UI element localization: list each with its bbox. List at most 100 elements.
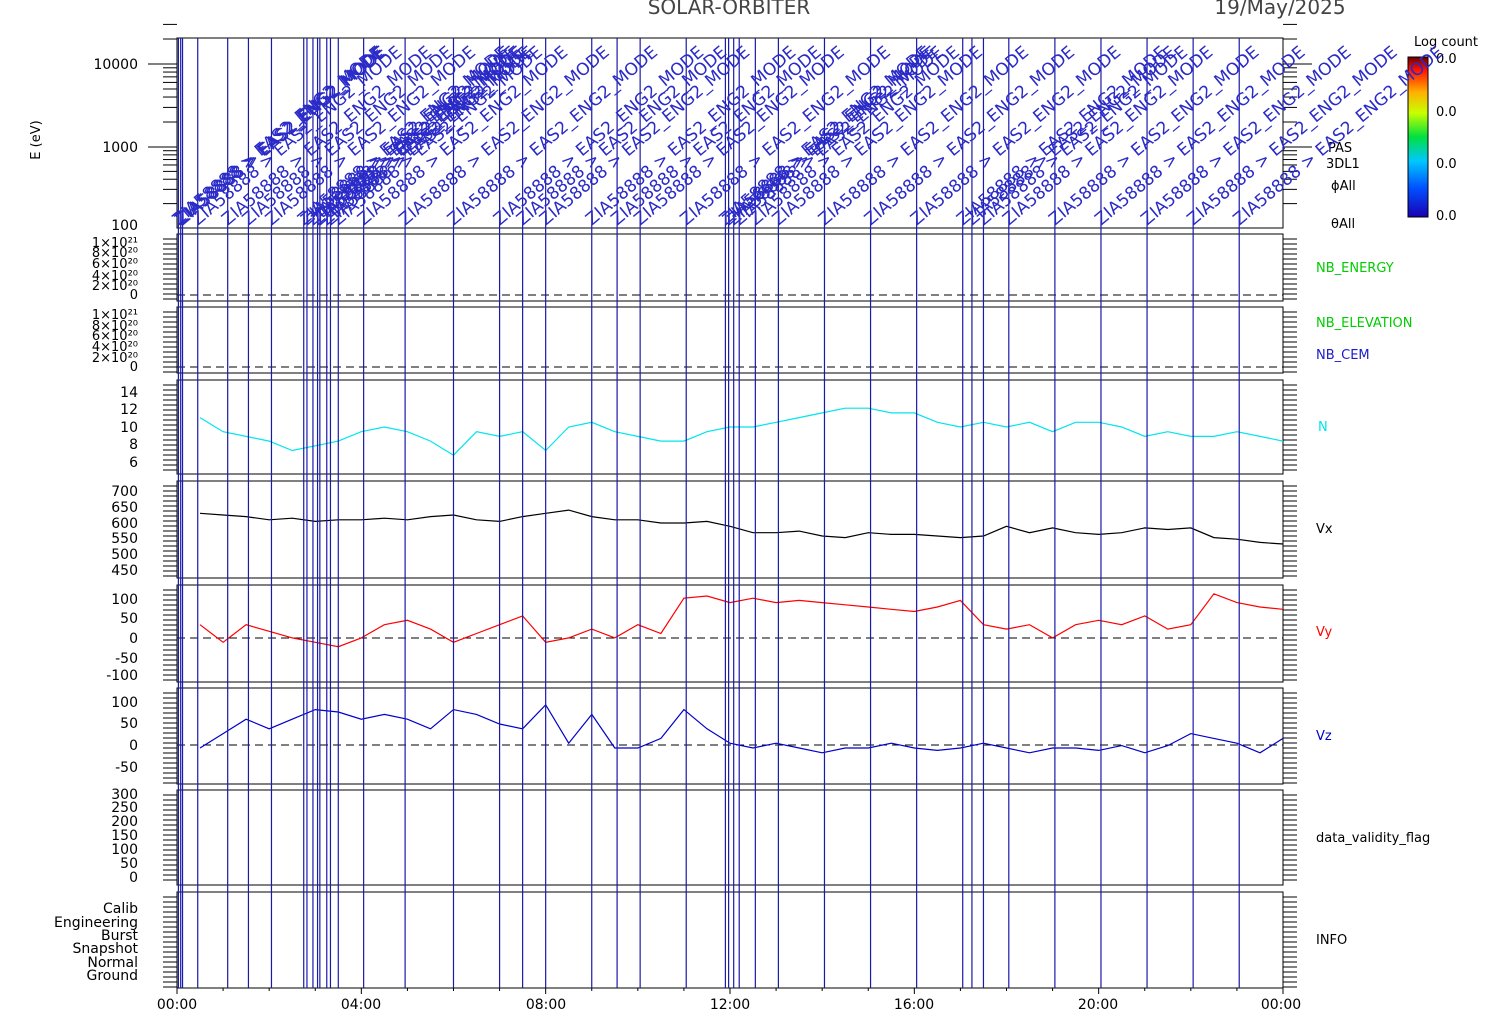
nb-energy-tick: 1×10²¹ bbox=[92, 236, 138, 251]
colorbar-tick: 0.0 bbox=[1436, 52, 1457, 67]
validity-tick: 200 bbox=[111, 814, 138, 830]
energy-minor-ticks bbox=[163, 23, 1297, 205]
energy-tick-label: 100 bbox=[111, 218, 138, 234]
info-frame bbox=[176, 891, 1284, 989]
phi-label: ϕAll bbox=[1331, 179, 1356, 194]
vx-panel: Vx 450 500 550 600 650 700 bbox=[111, 480, 1333, 579]
event-markers bbox=[177, 38, 1240, 988]
nb-elevation-tick: 2×10²⁰ bbox=[92, 351, 138, 366]
instrument-label: PAS bbox=[1328, 141, 1352, 156]
vz-panel: Vz -50 0 50 100 bbox=[111, 687, 1332, 785]
density-tick: 8 bbox=[129, 437, 138, 453]
vy-tick: -100 bbox=[106, 668, 138, 684]
validity-tick: 50 bbox=[120, 856, 138, 872]
vx-tick: 550 bbox=[111, 531, 138, 547]
info-tick: Snapshot bbox=[73, 941, 139, 957]
nb-elevation-tick: 6×10²⁰ bbox=[92, 329, 138, 344]
nb-elevation-label: NB_ELEVATION bbox=[1316, 316, 1413, 331]
energy-axis-label: E (eV) bbox=[29, 120, 44, 159]
vx-tick: 450 bbox=[111, 563, 138, 579]
spectrogram-frame bbox=[176, 37, 1284, 229]
vy-series-line bbox=[199, 593, 1284, 648]
vz-tick: -50 bbox=[115, 760, 138, 776]
time-minor-ticks bbox=[176, 988, 1284, 994]
density-panel: N 6 8 10 12 14 bbox=[120, 379, 1328, 475]
vz-tick: 100 bbox=[111, 695, 138, 711]
time-tick-label: 00:00 bbox=[157, 997, 197, 1013]
time-tick-label: 00:00 bbox=[1261, 997, 1301, 1013]
vx-label: Vx bbox=[1316, 522, 1333, 537]
vx-series-line bbox=[199, 509, 1284, 545]
time-tick-label: 12:00 bbox=[710, 997, 750, 1013]
info-tick: Burst bbox=[101, 928, 139, 944]
energy-tick-label: 10000 bbox=[93, 57, 138, 73]
info-tick: Normal bbox=[87, 955, 138, 971]
vy-frame bbox=[176, 584, 1284, 683]
validity-frame bbox=[176, 789, 1284, 886]
colorbar bbox=[1407, 56, 1429, 218]
nb-elevation-tick: 4×10²⁰ bbox=[92, 340, 138, 355]
nb-energy-tick: 8×10²⁰ bbox=[92, 246, 138, 261]
nb-elevation-tick: 8×10²⁰ bbox=[92, 319, 138, 334]
vx-frame bbox=[176, 480, 1284, 579]
time-axis: 00:00 04:00 08:00 12:00 16:00 20:00 00:0… bbox=[157, 997, 1301, 1013]
nb-energy-tick: 0 bbox=[130, 288, 138, 303]
vx-tick: 700 bbox=[111, 484, 138, 500]
date-title: 19/May/2025 bbox=[1214, 0, 1345, 19]
time-tick-label: 20:00 bbox=[1078, 997, 1118, 1013]
side-tick-marks bbox=[163, 238, 1297, 988]
density-tick: 12 bbox=[120, 402, 138, 418]
validity-tick: 250 bbox=[111, 800, 138, 816]
vy-tick: -50 bbox=[115, 651, 138, 667]
info-tick: Calib bbox=[103, 901, 138, 917]
nb-energy-panel: NB_ENERGY 0 2×10²⁰ 4×10²⁰ 6×10²⁰ 8×10²⁰ … bbox=[92, 233, 1394, 303]
energy-tick-label: 1000 bbox=[102, 140, 138, 156]
validity-tick: 300 bbox=[111, 787, 138, 803]
nb-energy-label: NB_ENERGY bbox=[1316, 261, 1394, 276]
nb-elevation-tick: 0 bbox=[130, 360, 138, 375]
vx-tick: 650 bbox=[111, 500, 138, 516]
nb-energy-tick: 6×10²⁰ bbox=[92, 257, 138, 272]
nb-elevation-frame bbox=[176, 306, 1284, 374]
info-panel: INFO Ground Normal Snapshot Burst Engine… bbox=[54, 891, 1347, 989]
validity-tick: 100 bbox=[111, 842, 138, 858]
vy-tick: 100 bbox=[111, 592, 138, 608]
info-tick: Engineering bbox=[54, 915, 138, 931]
density-series-line bbox=[199, 407, 1284, 456]
vz-series-line bbox=[199, 703, 1284, 754]
product-label: 3DL1 bbox=[1326, 157, 1360, 172]
validity-tick: 0 bbox=[129, 870, 138, 886]
density-label: N bbox=[1318, 420, 1328, 435]
time-tick-label: 08:00 bbox=[526, 997, 566, 1013]
vy-tick: 0 bbox=[129, 631, 138, 647]
vx-tick: 600 bbox=[111, 516, 138, 532]
validity-panel: data_validity_flag 0 50 100 150 200 250 … bbox=[111, 787, 1430, 886]
time-tick-label: 04:00 bbox=[341, 997, 381, 1013]
colorbar-tick: 0.0 bbox=[1436, 157, 1457, 172]
nb-energy-frame bbox=[176, 233, 1284, 302]
vz-tick: 0 bbox=[129, 738, 138, 754]
colorbar-title: Log count bbox=[1414, 35, 1478, 50]
vz-frame bbox=[176, 687, 1284, 785]
vy-panel: Vy -100 -50 0 50 100 bbox=[106, 584, 1333, 684]
validity-label: data_validity_flag bbox=[1316, 831, 1430, 846]
vx-tick: 500 bbox=[111, 547, 138, 563]
nb-elevation-panel: NB_ELEVATION NB_CEM 0 2×10²⁰ 4×10²⁰ 6×10… bbox=[92, 306, 1413, 375]
vy-label: Vy bbox=[1316, 625, 1333, 640]
spectrogram-panel: E (eV) 100 1000 10000 PAS 3DL1 ϕAll θAll… bbox=[29, 23, 1478, 234]
vz-tick: 50 bbox=[120, 716, 138, 732]
colorbar-tick: 0.0 bbox=[1436, 209, 1457, 224]
nb-energy-tick: 2×10²⁰ bbox=[92, 279, 138, 294]
density-tick: 6 bbox=[129, 455, 138, 471]
colorbar-tick: 0.0 bbox=[1436, 105, 1457, 120]
vz-label: Vz bbox=[1316, 729, 1332, 744]
info-label: INFO bbox=[1316, 933, 1347, 948]
density-tick: 10 bbox=[120, 420, 138, 436]
nb-energy-tick: 4×10²⁰ bbox=[92, 269, 138, 284]
theta-label: θAll bbox=[1331, 217, 1355, 232]
info-tick: Ground bbox=[87, 968, 139, 984]
time-tick-label: 16:00 bbox=[894, 997, 934, 1013]
vy-tick: 50 bbox=[120, 611, 138, 627]
